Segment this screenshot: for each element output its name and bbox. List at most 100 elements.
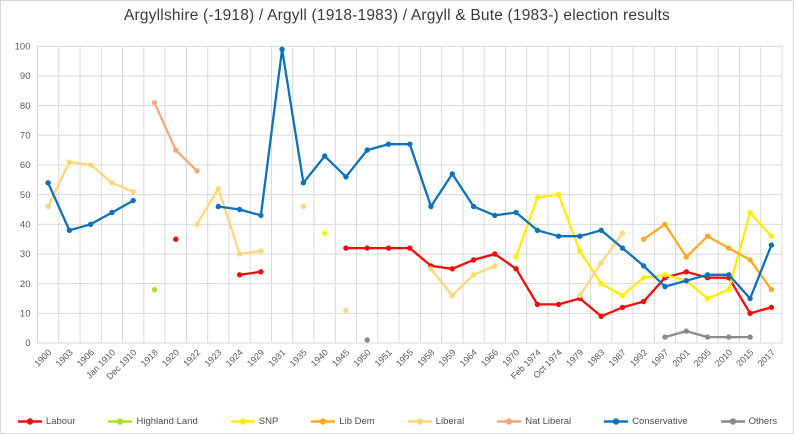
y-axis-label: 40 <box>20 220 31 231</box>
x-axis-label: 2017 <box>756 347 777 368</box>
legend-key-icon <box>230 418 255 425</box>
data-point-marker <box>470 272 477 278</box>
series-line-nat-liberal <box>153 101 199 173</box>
data-point-marker <box>343 245 349 251</box>
data-point-marker <box>513 266 519 272</box>
legend-item-liberal: Liberal <box>407 416 465 427</box>
x-axis-label: 1929 <box>245 347 266 368</box>
x-axis-label: 1920 <box>160 347 181 368</box>
data-point-marker <box>385 141 392 147</box>
x-axis-label: 1951 <box>373 347 394 368</box>
series-nat-liberal <box>151 100 200 174</box>
legend-key-icon <box>720 418 745 425</box>
legend-key-marker <box>320 418 327 425</box>
data-point-marker <box>470 257 477 263</box>
legend-key-marker <box>729 418 736 425</box>
data-point-marker <box>130 189 136 195</box>
data-point-marker <box>726 334 732 340</box>
data-point-marker <box>768 233 775 239</box>
x-axis-label: 2010 <box>713 347 734 368</box>
data-point-marker <box>534 227 541 233</box>
data-point-marker <box>151 286 158 293</box>
data-point-marker <box>343 174 349 180</box>
y-axis-label: 60 <box>20 160 31 171</box>
legend-label: Highland Land <box>136 416 198 427</box>
x-axis-label: 1964 <box>458 347 479 368</box>
legend-label: Labour <box>45 416 76 427</box>
y-axis-label: 30 <box>20 249 31 260</box>
data-point-marker <box>364 147 370 153</box>
data-point-marker <box>343 307 349 314</box>
data-point-marker <box>747 334 753 340</box>
x-axis-label: 1958 <box>415 347 436 368</box>
data-point-marker <box>726 286 732 293</box>
x-axis-label: 1918 <box>139 347 160 368</box>
data-point-marker <box>194 221 200 227</box>
data-point-marker <box>683 278 689 284</box>
data-point-marker <box>555 301 562 308</box>
data-point-marker <box>258 269 264 275</box>
x-axis-label: 1950 <box>351 347 372 368</box>
series-lib-dem <box>641 221 775 293</box>
legend-key-marker <box>26 418 34 425</box>
x-axis-label: 1955 <box>394 347 415 368</box>
data-point-marker <box>322 153 328 159</box>
data-point-marker <box>428 203 434 210</box>
x-axis-label: 2001 <box>670 347 691 368</box>
legend-key-icon <box>108 418 133 425</box>
x-axis-label: 2015 <box>734 347 755 368</box>
data-point-marker <box>109 180 115 186</box>
legend-key-icon <box>311 418 336 425</box>
legend-key-marker <box>416 418 423 425</box>
data-point-marker <box>577 233 583 239</box>
data-point-marker <box>407 141 413 147</box>
data-point-marker <box>704 233 711 239</box>
data-point-marker <box>619 292 626 299</box>
x-axis-label: 1987 <box>607 347 628 368</box>
x-axis-label: 1900 <box>32 347 53 368</box>
data-point-marker <box>236 272 243 278</box>
data-point-marker <box>45 180 51 186</box>
legend-item-others: Others <box>720 416 777 427</box>
data-point-marker <box>151 100 158 106</box>
legend-key-marker <box>506 418 513 425</box>
data-point-marker <box>662 221 668 227</box>
legend-key-marker <box>239 418 246 425</box>
data-point-marker <box>768 286 775 293</box>
x-axis-label: 1922 <box>181 347 202 368</box>
data-point-marker <box>88 162 94 168</box>
data-point-marker <box>662 334 668 340</box>
series-liberal <box>45 159 626 314</box>
data-point-marker <box>726 272 732 278</box>
series-labour <box>173 236 775 319</box>
x-axis-label: 1979 <box>564 347 585 368</box>
data-point-marker <box>428 266 434 272</box>
gridlines <box>37 45 783 344</box>
data-point-marker <box>364 245 370 251</box>
data-point-marker <box>173 236 179 242</box>
legend-label: Liberal <box>435 416 465 427</box>
data-point-marker <box>449 266 455 272</box>
data-point-marker <box>215 203 221 210</box>
x-axis-label: 1983 <box>585 347 606 368</box>
series-snp <box>322 192 775 302</box>
y-axis: 0 10 20 30 40 50 60 70 80 90 100 <box>15 42 31 350</box>
data-point-marker <box>641 298 647 305</box>
data-point-marker <box>662 272 668 278</box>
legend-label: Conservative <box>632 416 688 427</box>
data-point-marker <box>513 209 519 216</box>
data-point-marker <box>364 337 370 343</box>
legend-label: Lib Dem <box>339 416 375 427</box>
data-point-marker <box>683 328 689 334</box>
data-point-marker <box>747 257 753 263</box>
data-point-marker <box>492 212 498 219</box>
data-point-marker <box>768 242 775 248</box>
data-point-marker <box>194 168 200 174</box>
data-point-marker <box>747 209 753 216</box>
y-axis-label: 70 <box>20 131 31 142</box>
legend-item-lib-dem: Lib Dem <box>310 416 375 427</box>
data-point-marker <box>704 272 711 278</box>
